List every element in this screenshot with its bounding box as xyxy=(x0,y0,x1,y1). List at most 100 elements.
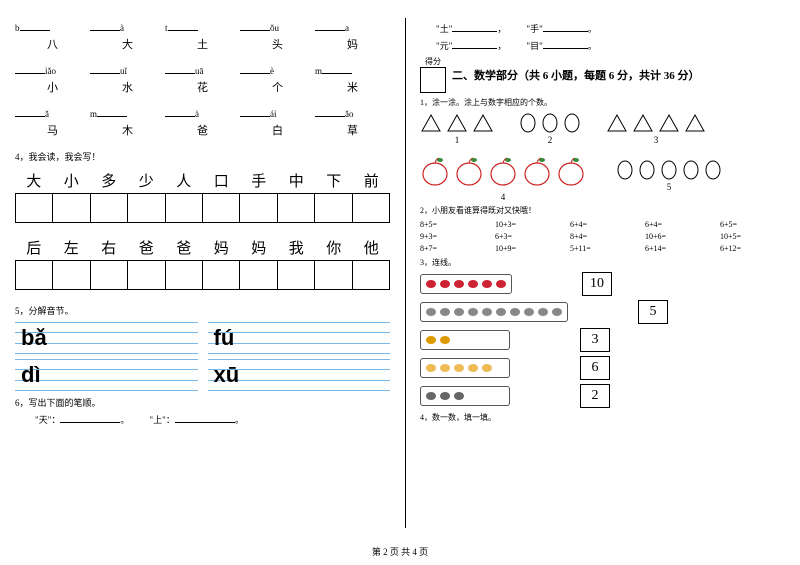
writing-grid-2[interactable] xyxy=(15,260,390,290)
shape-group-2: 2 xyxy=(519,113,581,145)
writing-cell[interactable] xyxy=(128,194,165,222)
object-box[interactable] xyxy=(420,302,568,322)
writing-cell[interactable] xyxy=(166,261,203,289)
writing-cell[interactable] xyxy=(16,194,53,222)
writing-cell[interactable] xyxy=(53,194,90,222)
char-row-2: 小水花个米 xyxy=(15,79,390,95)
blank-item: uǐ xyxy=(90,64,165,76)
triangle-icon xyxy=(420,113,442,133)
dot-icon xyxy=(425,391,437,401)
writing-grid-1[interactable] xyxy=(15,193,390,223)
object-box[interactable] xyxy=(420,386,510,406)
triangle-icon xyxy=(446,113,468,133)
writing-cell[interactable] xyxy=(240,194,277,222)
score-box[interactable] xyxy=(420,67,446,93)
arith-item: 10+9= xyxy=(495,244,560,253)
hanzi-char: 爸 xyxy=(165,122,240,138)
blank-item: a xyxy=(315,21,390,33)
dot-icon xyxy=(425,363,437,373)
blank-item: ǎ xyxy=(15,107,90,119)
dot-icon xyxy=(439,363,451,373)
number-box[interactable]: 5 xyxy=(638,300,668,324)
writing-cell[interactable] xyxy=(278,194,315,222)
writing-cell[interactable] xyxy=(353,194,389,222)
oval-icon xyxy=(616,160,634,180)
writing-cell[interactable] xyxy=(203,261,240,289)
writing-cell[interactable] xyxy=(315,194,352,222)
writing-cell[interactable] xyxy=(128,261,165,289)
bold-char: 口 xyxy=(203,170,241,191)
writing-cell[interactable] xyxy=(203,194,240,222)
hanzi-char: 米 xyxy=(315,79,390,95)
dot-icon xyxy=(481,279,493,289)
pinyin-box-xu[interactable]: xū xyxy=(208,359,391,391)
match-row: 6 xyxy=(420,356,785,380)
blank-item: è xyxy=(240,64,315,76)
triangle-icon xyxy=(658,113,680,133)
arith-item: 8+7= xyxy=(420,244,485,253)
writing-cell[interactable] xyxy=(91,261,128,289)
number-box[interactable]: 3 xyxy=(580,328,610,352)
hanzi-char: 土 xyxy=(165,36,240,52)
arith-item: 6+4= xyxy=(570,220,635,229)
writing-cell[interactable] xyxy=(53,261,90,289)
char-row-3: 马木爸白草 xyxy=(15,122,390,138)
bold-char: 中 xyxy=(278,170,316,191)
apple-icon xyxy=(454,154,484,186)
pinyin-di: dì xyxy=(21,362,41,388)
pinyin-box-di[interactable]: dì xyxy=(15,359,198,391)
apple-icon xyxy=(556,154,586,186)
hanzi-char: 妈 xyxy=(315,36,390,52)
bold-char-row-1: 大小多少人口手中下前 xyxy=(15,170,390,191)
apple-icon xyxy=(420,154,450,186)
blank-item: ái xyxy=(240,107,315,119)
section-2-title: 二、数学部分（共 6 小题，每题 6 分，共计 36 分） xyxy=(452,67,700,83)
dot-icon xyxy=(551,307,563,317)
hanzi-char: 马 xyxy=(15,122,90,138)
arith-item: 6+14= xyxy=(645,244,710,253)
writing-cell[interactable] xyxy=(16,261,53,289)
shape-group-1: 1 xyxy=(420,113,494,145)
pinyin-xu: xū xyxy=(214,362,240,388)
bold-char: 后 xyxy=(15,237,53,258)
hanzi-char: 木 xyxy=(90,122,165,138)
writing-cell[interactable] xyxy=(91,194,128,222)
bold-char: 他 xyxy=(353,237,391,258)
number-box[interactable]: 6 xyxy=(580,356,610,380)
bold-char: 前 xyxy=(353,170,391,191)
dot-icon xyxy=(495,279,507,289)
writing-cell[interactable] xyxy=(315,261,352,289)
bold-char: 手 xyxy=(240,170,278,191)
hanzi-char: 花 xyxy=(165,79,240,95)
object-box[interactable] xyxy=(420,358,510,378)
blank-item: m xyxy=(90,107,165,119)
dot-icon xyxy=(509,307,521,317)
oval-icon xyxy=(682,160,700,180)
arith-item: 10+6= xyxy=(645,232,710,241)
q6-label: 6，写出下面的笔顺。 xyxy=(15,396,390,409)
arith-item: 10+3= xyxy=(495,220,560,229)
bold-char: 小 xyxy=(53,170,91,191)
writing-cell[interactable] xyxy=(166,194,203,222)
pinyin-box-fu[interactable]: fú xyxy=(208,322,391,354)
match-row: 2 xyxy=(420,384,785,408)
bold-char: 人 xyxy=(165,170,203,191)
blank-item: à xyxy=(90,21,165,33)
pinyin-box-ba[interactable]: bǎ xyxy=(15,322,198,354)
bold-char: 爸 xyxy=(128,237,166,258)
char-row-1: 八大土头妈 xyxy=(15,36,390,52)
dot-icon xyxy=(439,307,451,317)
triangle-icon xyxy=(684,113,706,133)
writing-cell[interactable] xyxy=(278,261,315,289)
hanzi-char: 八 xyxy=(15,36,90,52)
apple-group: 4 xyxy=(420,150,586,202)
object-box[interactable] xyxy=(420,330,510,350)
object-box[interactable] xyxy=(420,274,512,294)
number-box[interactable]: 2 xyxy=(580,384,610,408)
writing-cell[interactable] xyxy=(353,261,389,289)
number-box[interactable]: 10 xyxy=(582,272,612,296)
bold-char-row-2: 后左右爸爸妈妈我你他 xyxy=(15,237,390,258)
dot-icon xyxy=(481,363,493,373)
arith-item: 6+4= xyxy=(645,220,710,229)
writing-cell[interactable] xyxy=(240,261,277,289)
